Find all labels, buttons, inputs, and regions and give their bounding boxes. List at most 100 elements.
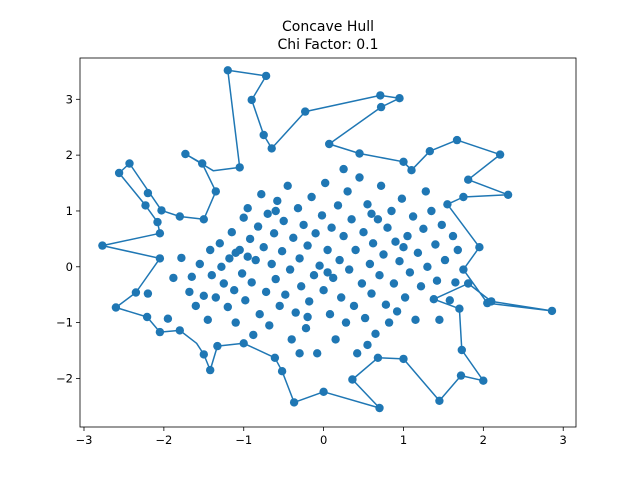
data-point bbox=[464, 279, 473, 288]
data-point bbox=[211, 187, 220, 196]
data-point bbox=[399, 157, 408, 166]
data-point bbox=[389, 279, 399, 288]
data-point bbox=[175, 212, 184, 221]
data-point bbox=[177, 253, 186, 263]
data-point bbox=[445, 296, 454, 305]
data-point bbox=[295, 349, 304, 358]
data-point bbox=[405, 268, 415, 277]
data-point bbox=[155, 254, 165, 263]
data-point bbox=[384, 318, 394, 327]
data-point bbox=[235, 163, 244, 172]
data-point bbox=[307, 192, 316, 202]
data-point bbox=[203, 315, 212, 324]
data-point bbox=[363, 340, 372, 350]
data-point bbox=[431, 240, 440, 249]
data-point bbox=[376, 181, 386, 190]
data-point bbox=[206, 245, 215, 255]
data-point bbox=[459, 192, 468, 202]
y-tick-label: 2 bbox=[66, 148, 73, 162]
data-point bbox=[270, 353, 280, 362]
data-point bbox=[263, 209, 272, 218]
data-point bbox=[295, 254, 304, 263]
axes-frame bbox=[79, 57, 577, 428]
data-point bbox=[245, 234, 255, 244]
data-point bbox=[231, 318, 240, 327]
data-point bbox=[259, 130, 268, 140]
data-point bbox=[333, 201, 343, 210]
data-point bbox=[305, 297, 314, 306]
data-point bbox=[301, 107, 310, 116]
data-point bbox=[175, 326, 184, 335]
data-point bbox=[395, 94, 404, 103]
data-point bbox=[331, 335, 340, 344]
data-point bbox=[291, 308, 300, 317]
data-point bbox=[329, 273, 338, 283]
plot-area bbox=[80, 58, 576, 427]
data-point bbox=[423, 262, 432, 271]
data-point bbox=[325, 310, 335, 319]
data-point bbox=[399, 243, 408, 252]
data-point bbox=[279, 216, 288, 226]
data-point bbox=[487, 297, 496, 306]
data-point bbox=[271, 206, 280, 216]
data-point bbox=[419, 224, 428, 233]
data-point bbox=[339, 231, 348, 241]
data-point bbox=[243, 252, 252, 261]
data-point bbox=[309, 271, 319, 280]
data-point bbox=[432, 276, 442, 285]
data-point bbox=[355, 173, 364, 182]
data-point bbox=[199, 350, 208, 359]
data-point bbox=[191, 301, 200, 311]
data-point bbox=[143, 188, 153, 198]
data-point bbox=[195, 259, 204, 269]
data-point bbox=[345, 265, 354, 274]
data-point bbox=[257, 190, 266, 199]
data-point bbox=[169, 273, 178, 283]
data-point bbox=[323, 268, 332, 277]
data-point bbox=[125, 159, 134, 168]
data-point bbox=[353, 349, 362, 358]
data-point bbox=[285, 265, 295, 274]
data-point bbox=[399, 354, 408, 364]
data-point bbox=[375, 403, 384, 413]
data-point bbox=[141, 201, 150, 210]
data-point bbox=[289, 398, 299, 407]
data-point bbox=[360, 313, 370, 323]
data-point bbox=[215, 239, 224, 248]
data-point bbox=[299, 220, 308, 230]
data-point bbox=[207, 271, 216, 280]
data-point bbox=[301, 324, 311, 333]
data-point bbox=[131, 288, 141, 297]
axis-ticks: −3 −2 −1 0 1 2 3 −2 −1 0 1 2 3 bbox=[56, 92, 567, 447]
data-point bbox=[206, 365, 215, 375]
data-point bbox=[339, 164, 348, 174]
data-point bbox=[223, 66, 232, 75]
data-point bbox=[448, 231, 458, 241]
data-point bbox=[427, 206, 436, 216]
data-point bbox=[277, 247, 287, 256]
data-point bbox=[230, 286, 239, 295]
data-point bbox=[142, 312, 152, 322]
data-point bbox=[275, 301, 284, 311]
data-point bbox=[479, 376, 488, 385]
data-point bbox=[187, 272, 196, 281]
data-point bbox=[153, 217, 162, 227]
data-point bbox=[319, 387, 328, 396]
data-point bbox=[317, 211, 327, 220]
data-point bbox=[239, 213, 248, 222]
data-point bbox=[349, 301, 359, 311]
data-point bbox=[199, 291, 208, 300]
data-point bbox=[237, 269, 247, 278]
data-point bbox=[357, 279, 367, 288]
data-point bbox=[155, 229, 165, 238]
data-point bbox=[455, 304, 464, 313]
data-point bbox=[269, 229, 279, 238]
data-point bbox=[247, 278, 256, 287]
data-point bbox=[98, 241, 107, 250]
data-point bbox=[227, 228, 236, 237]
data-point bbox=[163, 314, 173, 323]
data-point bbox=[311, 229, 320, 238]
data-point bbox=[303, 241, 312, 250]
data-point bbox=[440, 255, 450, 265]
data-point bbox=[287, 335, 296, 344]
